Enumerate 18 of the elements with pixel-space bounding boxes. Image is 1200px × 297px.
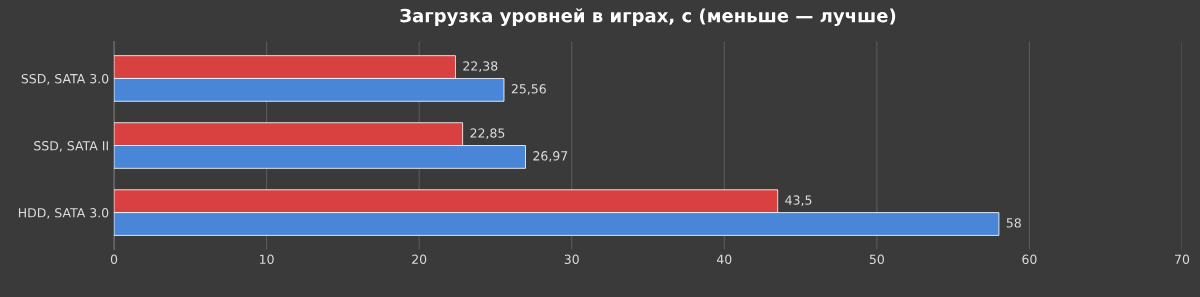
- y-tick-label: SSD, SATA II: [34, 141, 108, 152]
- x-tick-label: 70: [1175, 254, 1190, 265]
- x-tick-label: 10: [259, 254, 274, 265]
- data-label: 22,38: [463, 61, 498, 72]
- x-tick-label: 20: [412, 254, 427, 265]
- y-tick-label: HDD, SATA 3.0: [18, 208, 109, 219]
- x-tick-label: 50: [869, 254, 884, 265]
- data-label: 25,56: [511, 84, 546, 95]
- x-tick-label: 0: [110, 254, 118, 265]
- x-tick-label: 30: [564, 254, 579, 265]
- data-label: 26,97: [533, 151, 568, 162]
- y-tick-label: SSD, SATA 3.0: [21, 73, 109, 85]
- data-label: 22,85: [470, 128, 505, 140]
- x-tick-label: 40: [716, 254, 732, 265]
- chart-title: Загрузка уровней в играх, с (меньше — лучше): [400, 8, 896, 27]
- data-label: 58: [1006, 218, 1021, 228]
- x-tick-label: 60: [1022, 254, 1037, 265]
- data-label: 43,5: [785, 195, 812, 207]
